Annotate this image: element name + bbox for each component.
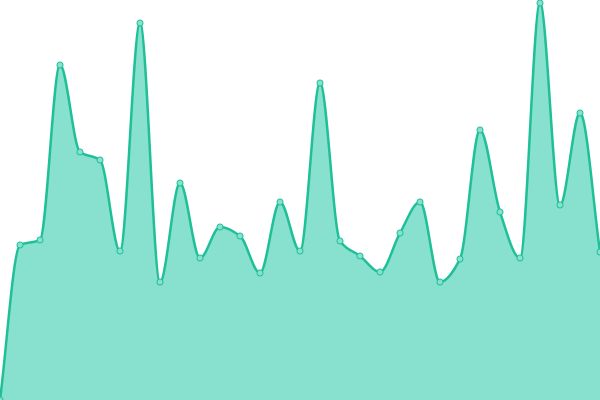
point (116, 247, 124, 255)
point (296, 247, 304, 255)
point (236, 232, 244, 240)
point (376, 268, 384, 276)
point (0, 396, 4, 400)
point (336, 237, 344, 245)
point (536, 0, 544, 7)
point (316, 79, 324, 87)
point (36, 236, 44, 244)
point (516, 254, 524, 262)
point (276, 198, 284, 206)
point (196, 254, 204, 262)
point (556, 201, 564, 209)
point (16, 241, 24, 249)
point (136, 19, 144, 27)
point (96, 156, 104, 164)
point (576, 109, 584, 117)
point (496, 208, 504, 216)
point (596, 248, 600, 256)
area (0, 3, 600, 400)
point (436, 278, 444, 286)
point (176, 179, 184, 187)
point (56, 61, 64, 69)
point (456, 255, 464, 263)
point (396, 229, 404, 237)
point (256, 269, 264, 277)
point (76, 148, 84, 156)
point (356, 252, 364, 260)
point (476, 126, 484, 134)
point (156, 278, 164, 286)
point (216, 223, 224, 231)
point (416, 198, 424, 206)
